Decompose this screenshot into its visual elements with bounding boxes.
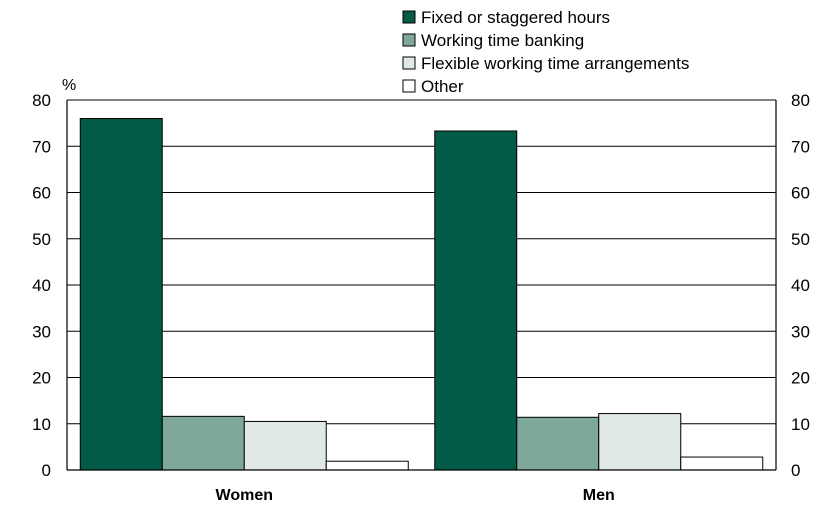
axes bbox=[66, 100, 777, 471]
left-y-axis-ticks: 0 10 20 30 40 50 60 70 80 bbox=[32, 91, 51, 480]
legend: Fixed or staggered hours Working time ban… bbox=[402, 8, 689, 96]
left-tick-label: 60 bbox=[32, 184, 51, 203]
category-label: Women bbox=[216, 487, 273, 504]
right-tick-label: 10 bbox=[791, 415, 810, 434]
category-labels: Women Men bbox=[216, 487, 615, 504]
bar bbox=[598, 413, 682, 471]
legend-swatch bbox=[402, 33, 416, 47]
right-tick-label: 20 bbox=[791, 369, 810, 388]
y-axis-unit-label: % bbox=[62, 77, 76, 94]
bar bbox=[325, 460, 409, 471]
left-tick-label: 0 bbox=[42, 461, 51, 480]
left-tick-label: 50 bbox=[32, 230, 51, 249]
gridlines bbox=[67, 99, 776, 425]
legend-swatch bbox=[402, 56, 416, 70]
left-tick-label: 70 bbox=[32, 137, 51, 156]
right-tick-label: 60 bbox=[791, 184, 810, 203]
legend-label: Working time banking bbox=[421, 31, 584, 50]
legend-label: Fixed or staggered hours bbox=[421, 8, 610, 27]
bars bbox=[79, 118, 764, 471]
legend-swatch bbox=[402, 10, 416, 24]
legend-swatch bbox=[402, 79, 416, 93]
category-label: Men bbox=[583, 487, 615, 504]
right-tick-label: 30 bbox=[791, 322, 810, 341]
right-tick-label: 50 bbox=[791, 230, 810, 249]
bar bbox=[161, 415, 245, 471]
right-tick-label: 80 bbox=[791, 91, 810, 110]
left-tick-label: 30 bbox=[32, 322, 51, 341]
right-tick-label: 40 bbox=[791, 276, 810, 295]
bar bbox=[79, 118, 163, 471]
right-tick-label: 70 bbox=[791, 137, 810, 156]
left-tick-label: 20 bbox=[32, 369, 51, 388]
bar bbox=[680, 456, 764, 471]
bar bbox=[516, 416, 600, 471]
right-y-axis-ticks: 0 10 20 30 40 50 60 70 80 bbox=[791, 91, 810, 480]
left-tick-label: 10 bbox=[32, 415, 51, 434]
left-tick-label: 80 bbox=[32, 91, 51, 110]
bar bbox=[434, 130, 518, 471]
right-tick-label: 0 bbox=[791, 461, 800, 480]
legend-label: Other bbox=[421, 77, 464, 96]
left-tick-label: 40 bbox=[32, 276, 51, 295]
bar bbox=[243, 420, 327, 471]
legend-label: Flexible working time arrangements bbox=[421, 54, 689, 73]
